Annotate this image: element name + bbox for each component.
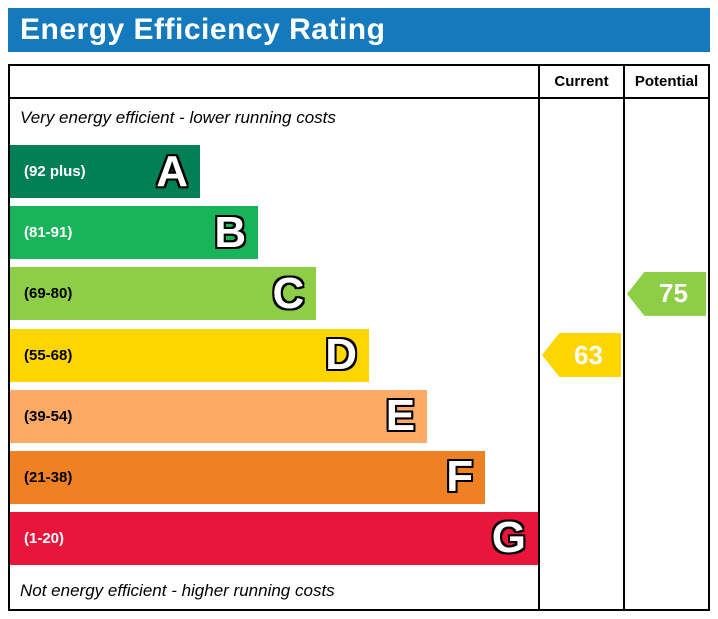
band-range-label: (39-54) bbox=[24, 407, 73, 425]
rating-bands: (92 plus) A (81-91) B (69-80) C (55-68) D (39-54… bbox=[10, 137, 538, 573]
band-range-label: (21-38) bbox=[24, 468, 73, 486]
band-letter: A bbox=[156, 146, 189, 196]
band-letter: G bbox=[491, 513, 526, 563]
bottom-note: Not energy efficient - higher running co… bbox=[20, 581, 335, 600]
band-bar-g: (1-20) G bbox=[10, 511, 538, 565]
current-rating-arrow: 63 bbox=[542, 333, 621, 377]
band-letter: F bbox=[446, 452, 474, 502]
band-bar-e: (39-54) E bbox=[10, 389, 428, 443]
band-row-b: (81-91) B bbox=[10, 206, 538, 260]
band-letter: C bbox=[272, 268, 305, 318]
potential-column: 75 bbox=[623, 99, 708, 609]
band-letter: B bbox=[214, 207, 247, 257]
band-range-label: (81-91) bbox=[24, 224, 73, 242]
current-rating-value: 63 bbox=[574, 339, 603, 370]
band-bar-a: (92 plus) A bbox=[10, 145, 201, 199]
chart-header-row: Current Potential bbox=[10, 66, 708, 99]
band-bar-b: (81-91) B bbox=[10, 206, 259, 260]
band-range-label: (55-68) bbox=[24, 346, 73, 364]
current-column: 63 bbox=[538, 99, 623, 609]
top-note: Very energy efficient - lower running co… bbox=[20, 108, 336, 127]
band-row-e: (39-54) E bbox=[10, 389, 538, 443]
potential-rating-arrow: 75 bbox=[627, 271, 706, 316]
header-spacer bbox=[10, 66, 538, 97]
band-letter: D bbox=[325, 330, 358, 379]
page-title: Energy Efficiency Rating bbox=[20, 13, 386, 46]
band-letter: E bbox=[385, 391, 416, 441]
band-row-f: (21-38) F bbox=[10, 450, 538, 504]
chart-title-bar: Energy Efficiency Rating bbox=[8, 8, 710, 52]
band-row-a: (92 plus) A bbox=[10, 145, 538, 199]
potential-column-header: Potential bbox=[623, 66, 708, 97]
band-range-label: (1-20) bbox=[24, 529, 65, 547]
current-column-header: Current bbox=[538, 66, 623, 97]
band-row-d: (55-68) D bbox=[10, 328, 538, 382]
band-bar-d: (55-68) D bbox=[10, 328, 370, 382]
band-row-c: (69-80) C bbox=[10, 267, 538, 321]
band-bar-f: (21-38) F bbox=[10, 450, 486, 504]
chart-body: Very energy efficient - lower running co… bbox=[10, 99, 708, 609]
band-bar-c: (69-80) C bbox=[10, 267, 317, 321]
band-range-label: (92 plus) bbox=[24, 163, 86, 181]
band-range-label: (69-80) bbox=[24, 285, 73, 303]
band-row-g: (1-20) G bbox=[10, 511, 538, 565]
bands-area: Very energy efficient - lower running co… bbox=[10, 99, 538, 609]
rating-chart: Current Potential Very energy efficient … bbox=[8, 64, 710, 611]
potential-rating-value: 75 bbox=[659, 278, 688, 309]
